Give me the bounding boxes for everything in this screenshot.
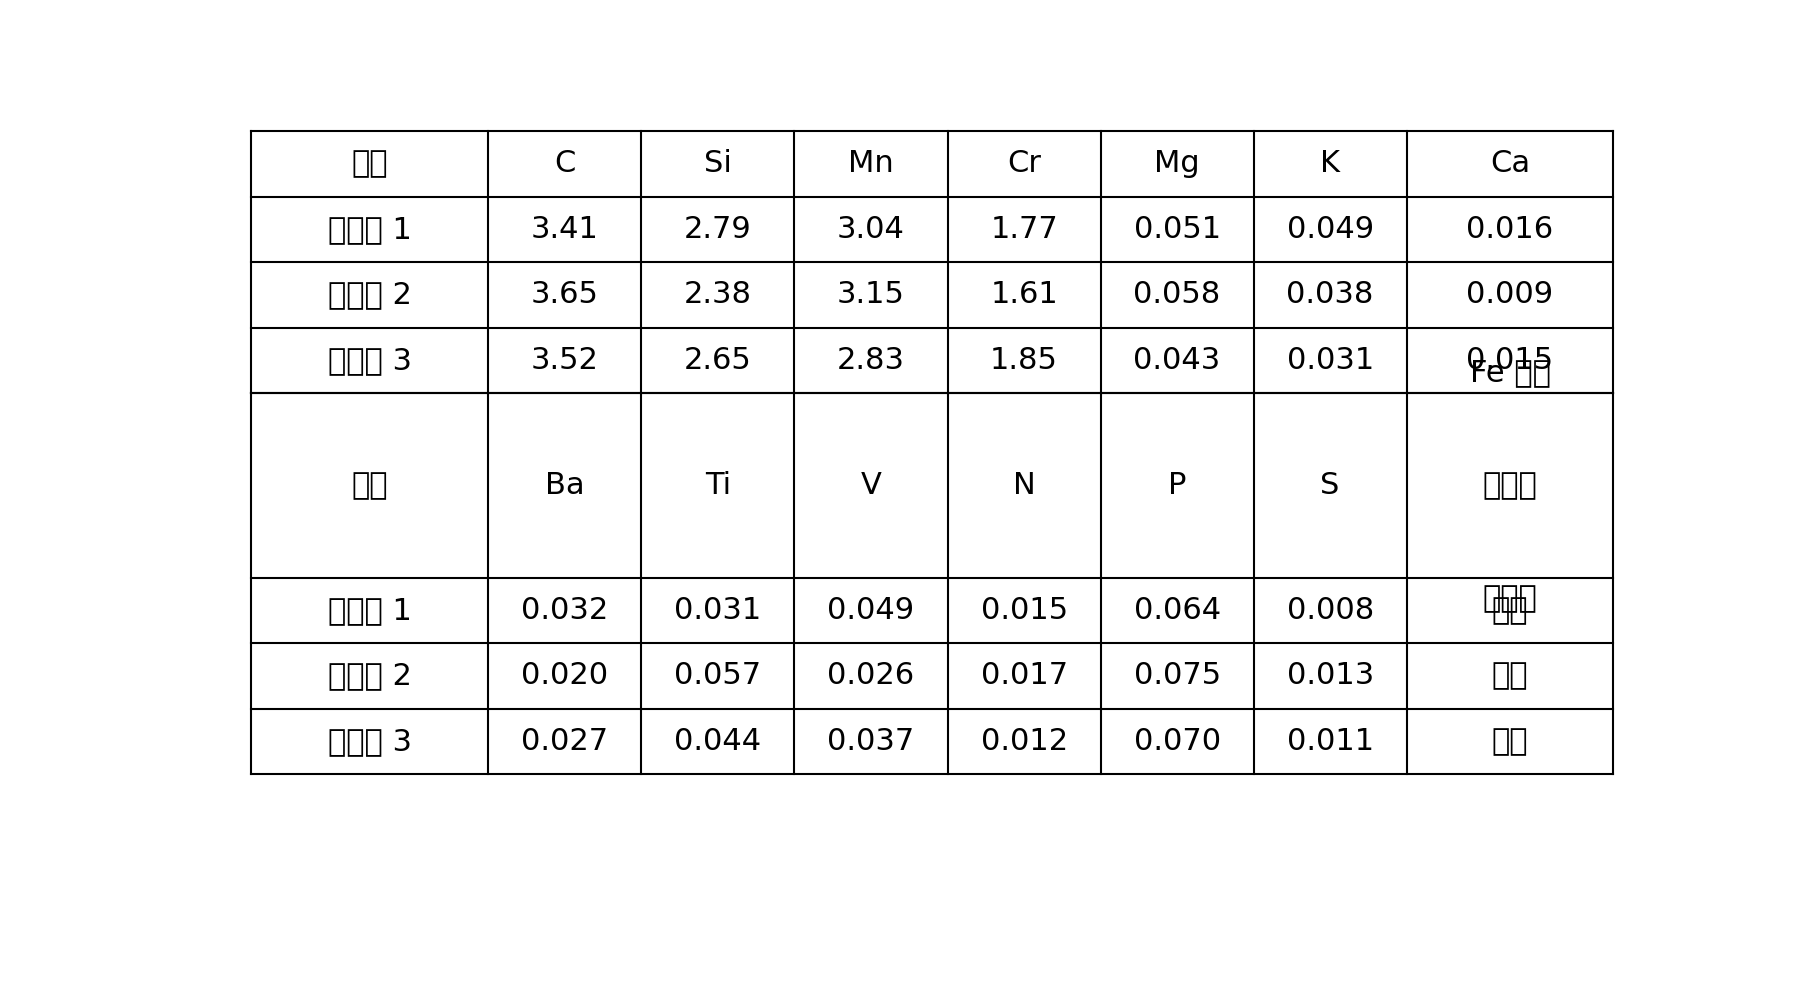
Text: 0.012: 0.012 [980, 727, 1068, 756]
Text: 2.65: 2.65 [684, 346, 751, 375]
Text: Fe 及不

可避免

的杂质: Fe 及不 可避免 的杂质 [1470, 358, 1550, 613]
Text: 1.61: 1.61 [990, 280, 1059, 309]
Text: K: K [1321, 150, 1341, 178]
Text: 实施例 3: 实施例 3 [327, 346, 411, 375]
Text: 0.020: 0.020 [522, 661, 609, 691]
Text: 余量: 余量 [1492, 661, 1528, 691]
Text: 1.85: 1.85 [990, 346, 1059, 375]
Text: Mg: Mg [1155, 150, 1201, 178]
Text: Si: Si [704, 150, 731, 178]
Text: V: V [860, 471, 882, 499]
Text: 0.064: 0.064 [1133, 596, 1221, 625]
Text: 2.79: 2.79 [684, 215, 751, 244]
Text: 0.049: 0.049 [1286, 215, 1373, 244]
Text: 0.027: 0.027 [522, 727, 609, 756]
Text: 余量: 余量 [1492, 596, 1528, 625]
Text: 0.008: 0.008 [1286, 596, 1373, 625]
Text: 2.38: 2.38 [684, 280, 751, 309]
Text: 0.013: 0.013 [1286, 661, 1373, 691]
Text: 0.070: 0.070 [1133, 727, 1221, 756]
Text: Mn: Mn [848, 150, 893, 178]
Text: C: C [555, 150, 575, 178]
Text: 实施例 2: 实施例 2 [327, 661, 411, 691]
Text: 0.015: 0.015 [980, 596, 1068, 625]
Text: 1.77: 1.77 [990, 215, 1059, 244]
Text: 3.15: 3.15 [837, 280, 906, 309]
Text: 2.83: 2.83 [837, 346, 906, 375]
Text: 实施例 1: 实施例 1 [327, 215, 411, 244]
Text: 0.044: 0.044 [675, 727, 762, 756]
Text: 实施例 1: 实施例 1 [327, 596, 411, 625]
Text: 实施例 3: 实施例 3 [327, 727, 411, 756]
Text: 0.038: 0.038 [1286, 280, 1373, 309]
Text: 3.04: 3.04 [837, 215, 906, 244]
Text: 0.017: 0.017 [980, 661, 1068, 691]
Text: 0.049: 0.049 [828, 596, 915, 625]
Text: 0.075: 0.075 [1133, 661, 1221, 691]
Text: 余量: 余量 [1492, 727, 1528, 756]
Text: 0.016: 0.016 [1466, 215, 1553, 244]
Text: 0.026: 0.026 [828, 661, 915, 691]
Text: P: P [1168, 471, 1186, 499]
Text: 0.057: 0.057 [675, 661, 762, 691]
Text: 元素: 元素 [351, 150, 387, 178]
Text: 0.009: 0.009 [1466, 280, 1553, 309]
Text: 0.015: 0.015 [1466, 346, 1553, 375]
Text: 3.65: 3.65 [531, 280, 598, 309]
Text: 0.031: 0.031 [1286, 346, 1373, 375]
Text: 0.043: 0.043 [1133, 346, 1221, 375]
Text: Ca: Ca [1490, 150, 1530, 178]
Text: Ti: Ti [706, 471, 731, 499]
Text: 3.41: 3.41 [531, 215, 598, 244]
Text: 0.037: 0.037 [828, 727, 915, 756]
Text: Ba: Ba [546, 471, 584, 499]
Text: 0.011: 0.011 [1286, 727, 1373, 756]
Text: Cr: Cr [1008, 150, 1040, 178]
Text: 0.032: 0.032 [522, 596, 609, 625]
Text: 0.058: 0.058 [1133, 280, 1221, 309]
Text: 元素: 元素 [351, 471, 387, 499]
Text: 0.051: 0.051 [1133, 215, 1221, 244]
Text: N: N [1013, 471, 1035, 499]
Text: 实施例 2: 实施例 2 [327, 280, 411, 309]
Text: S: S [1321, 471, 1341, 499]
Text: 3.52: 3.52 [531, 346, 598, 375]
Text: 0.031: 0.031 [675, 596, 762, 625]
